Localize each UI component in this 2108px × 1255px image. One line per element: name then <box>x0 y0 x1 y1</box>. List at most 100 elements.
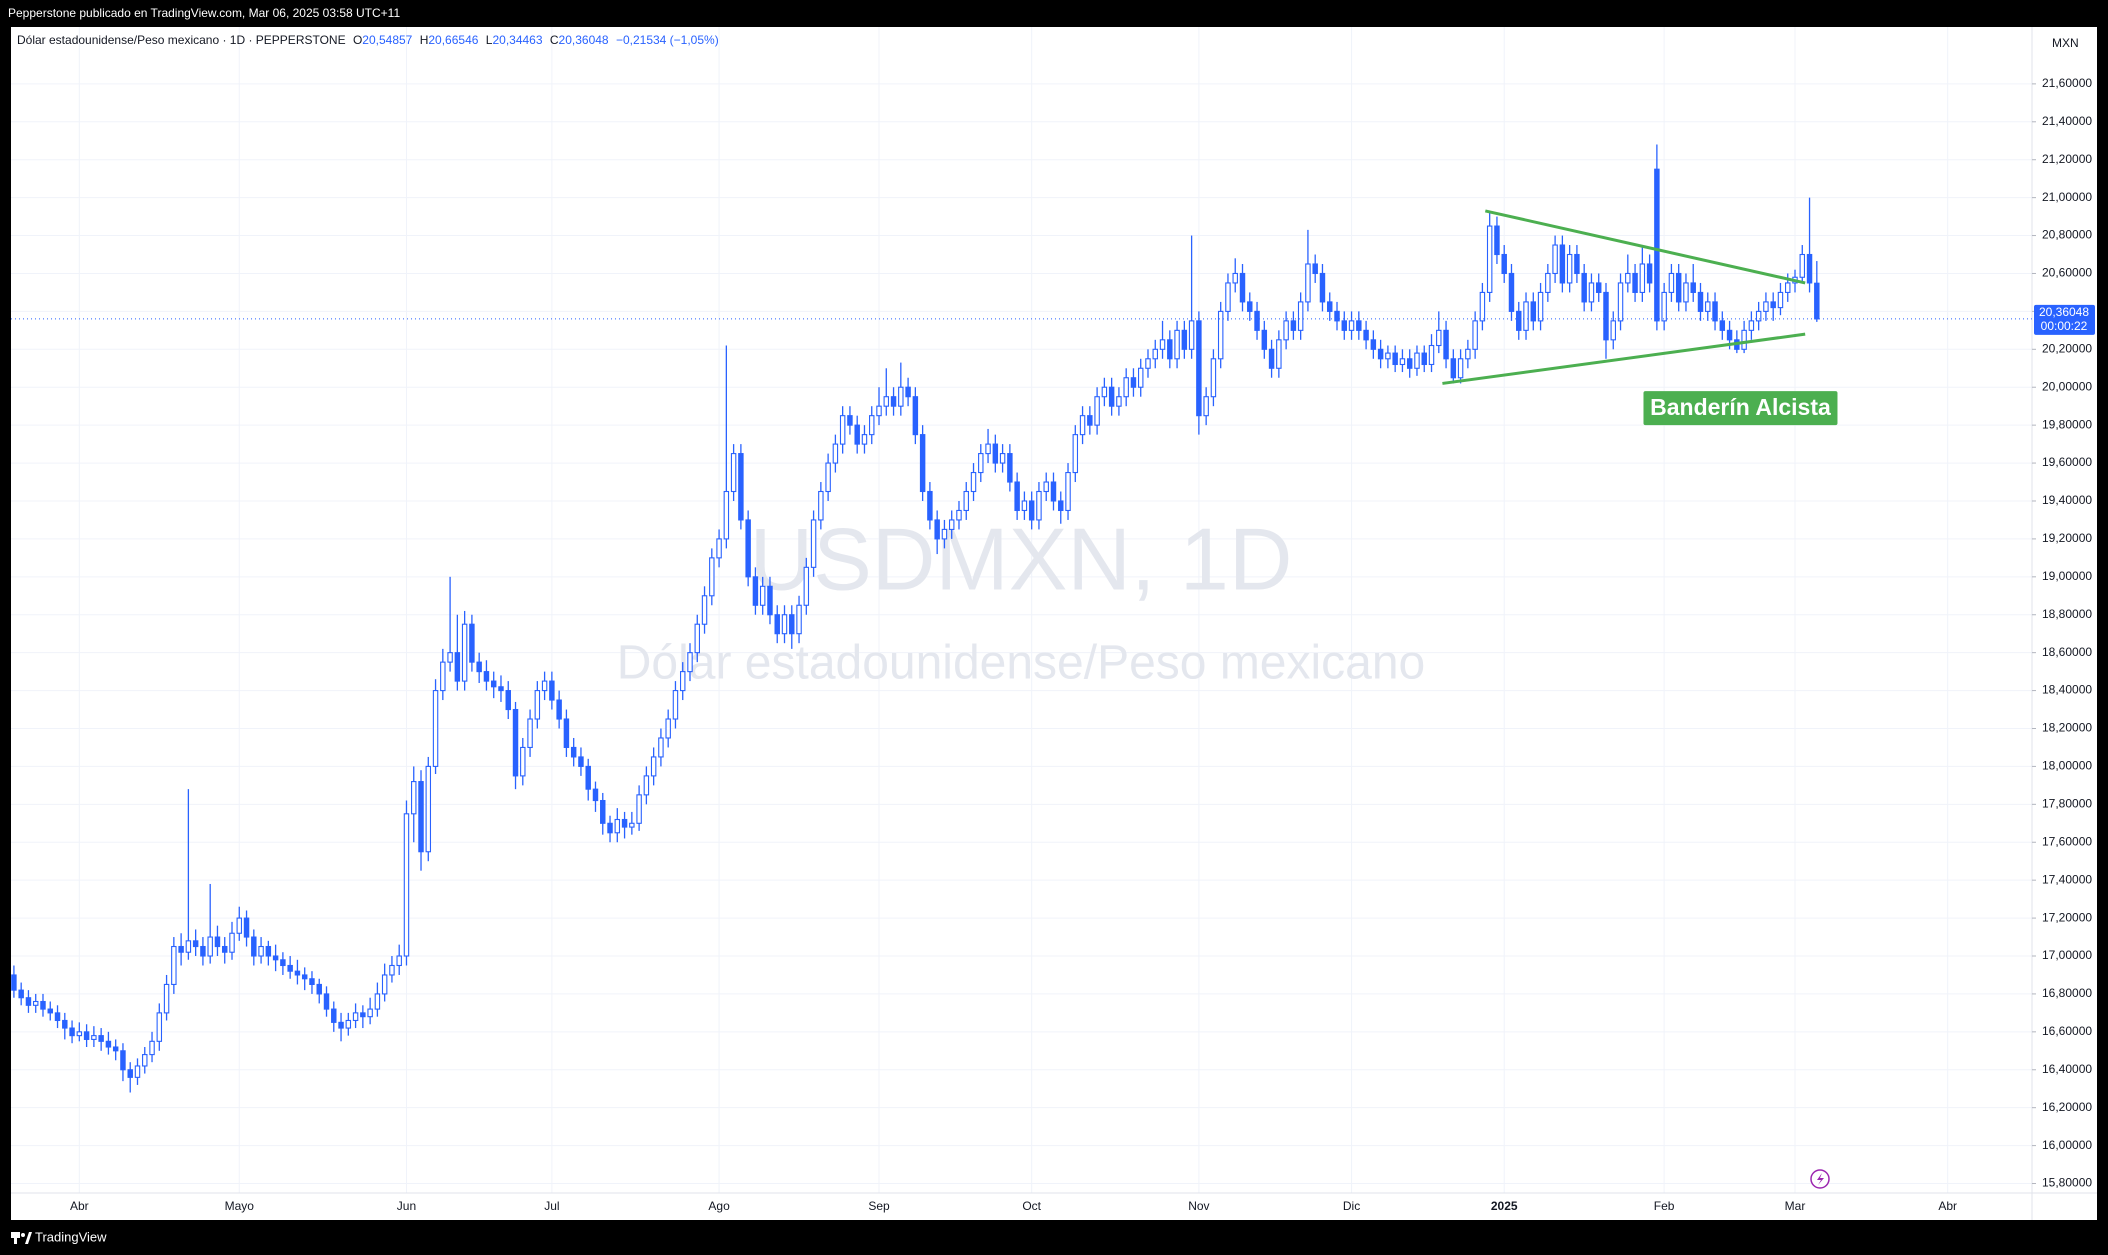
candle-body <box>1050 481 1057 502</box>
candle-body <box>999 453 1006 464</box>
candle-body <box>447 652 453 663</box>
candle-body <box>120 1050 126 1071</box>
candle-body <box>207 936 213 957</box>
candle-body <box>1748 320 1755 331</box>
logo-part <box>14 1232 17 1244</box>
candle-body <box>389 964 395 976</box>
candle-body <box>890 396 897 407</box>
candle-body <box>1799 253 1806 278</box>
candle-body <box>301 974 308 980</box>
candle-body <box>425 765 432 853</box>
annotation-text: Banderín Alcista <box>1650 394 1831 420</box>
candle-body <box>127 1069 133 1078</box>
y-tick-label: 16,40000 <box>2042 1062 2092 1076</box>
candle-body <box>861 434 868 445</box>
candle-body <box>985 443 991 455</box>
candle-body <box>970 471 977 493</box>
candle-body <box>687 652 693 673</box>
candle-body <box>403 813 410 957</box>
candle-body <box>374 993 381 1010</box>
y-tick-label: 17,00000 <box>2042 948 2092 962</box>
candle-body <box>192 940 199 948</box>
y-tick-label: 16,00000 <box>2042 1138 2092 1152</box>
candle-body <box>810 519 817 568</box>
candle-body <box>1225 282 1231 312</box>
candle-body <box>432 690 439 767</box>
candle-body <box>905 386 911 398</box>
legend-value: 20,54857 <box>362 33 412 47</box>
candle-body <box>1428 344 1435 366</box>
y-tick-label: 18,80000 <box>2042 607 2092 621</box>
x-tick-label: Feb <box>1654 1199 1675 1213</box>
candle-body <box>534 690 541 720</box>
candle-body <box>1217 310 1224 360</box>
watermark-subtitle: Dólar estadounidense/Peso mexicano <box>617 637 1426 690</box>
candle-body <box>1283 320 1289 341</box>
candle-body <box>963 490 969 512</box>
y-tick-label: 16,60000 <box>2042 1024 2092 1038</box>
candle-body <box>1777 291 1784 309</box>
candle-body <box>62 1019 68 1029</box>
candle-body <box>411 781 417 815</box>
legend-change: −0,21534 (−1,05%) <box>616 33 719 47</box>
candle-body <box>1545 272 1551 293</box>
candle-body <box>1552 244 1558 275</box>
candle-body <box>1203 396 1209 417</box>
candle-body <box>716 538 722 559</box>
candle-body <box>549 680 555 701</box>
candle-body <box>112 1046 119 1052</box>
candle-body <box>352 1012 359 1022</box>
candle-body <box>69 1027 75 1037</box>
candle-body <box>1116 396 1122 407</box>
x-tick-label: Dic <box>1343 1199 1360 1213</box>
candle-body <box>1385 352 1391 360</box>
candle-body <box>1370 339 1377 350</box>
candle-body <box>1450 358 1457 379</box>
candle-body <box>272 955 279 961</box>
candle-body <box>331 1008 337 1023</box>
candle-body <box>476 661 482 673</box>
candle-body <box>1486 225 1493 293</box>
y-tick-label: 20,60000 <box>2042 266 2092 280</box>
candle-body <box>1181 329 1188 350</box>
candle-body <box>360 1012 366 1018</box>
candle-body <box>1668 272 1675 293</box>
candle-body <box>614 818 621 834</box>
candle-body <box>287 964 293 972</box>
candle-body <box>643 775 650 796</box>
y-tick-label: 18,40000 <box>2042 683 2092 697</box>
candle-body <box>1058 500 1064 512</box>
last-price-tag <box>2034 304 2095 335</box>
candle-body <box>1174 329 1180 360</box>
candle-body <box>98 1035 104 1042</box>
candle-body <box>440 661 446 692</box>
candle-body <box>832 443 839 464</box>
candle-body <box>76 1031 83 1037</box>
candle-body <box>1065 471 1071 512</box>
candle-body <box>251 936 257 957</box>
candle-body <box>171 945 177 985</box>
candle-body <box>1268 348 1275 369</box>
legend: Dólar estadounidense/Peso mexicano · 1D … <box>17 33 719 47</box>
candle-body <box>1610 320 1616 341</box>
candle-body <box>636 794 642 824</box>
candle-body <box>1254 310 1260 331</box>
candle-body <box>367 1008 373 1018</box>
candle-body <box>1595 282 1602 293</box>
candle-body <box>40 1000 46 1010</box>
candle-body <box>1239 272 1246 303</box>
candle-body <box>745 519 751 578</box>
candle-body <box>796 604 802 635</box>
candle-body <box>1123 377 1129 398</box>
candle-body <box>1697 291 1704 312</box>
candle-body <box>1079 415 1086 436</box>
y-tick-label: 19,20000 <box>2042 531 2092 545</box>
candle-body <box>83 1031 90 1040</box>
candle-body <box>1741 329 1747 350</box>
candle-body <box>1661 291 1667 322</box>
candle-body <box>1094 396 1100 426</box>
candle-body <box>1167 339 1173 360</box>
candle-body <box>454 652 461 682</box>
candle-body <box>585 765 591 790</box>
